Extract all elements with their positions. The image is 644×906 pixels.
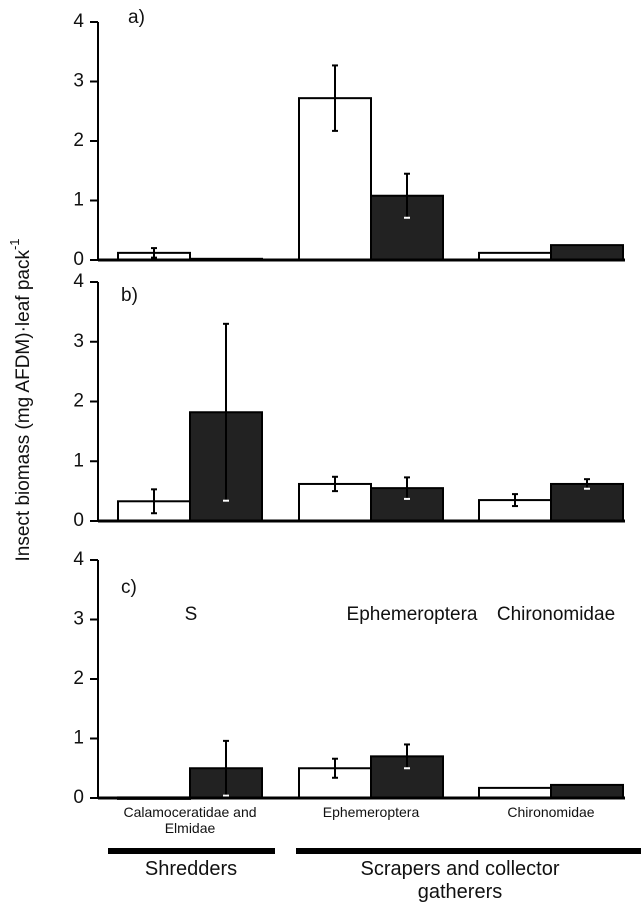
error-bar: [512, 493, 518, 508]
y-tick-label: 3: [73, 71, 84, 92]
y-axis-label-sup: -1: [7, 238, 22, 250]
bar: [550, 244, 624, 261]
x-tick-label: Chironomidae: [507, 804, 595, 820]
annotation: Ephemeroptera: [347, 604, 478, 625]
group-label: Scrapers and collector gatherers: [360, 858, 560, 903]
panel-label: c): [121, 577, 137, 598]
error-bar: [404, 172, 410, 219]
y-tick-label: 4: [73, 549, 84, 570]
error-bar: [223, 739, 229, 797]
y-tick-label: 4: [73, 11, 84, 32]
error-bar: [332, 64, 338, 132]
x-tick-label: Ephemeroptera: [322, 804, 420, 820]
error-bar: [332, 475, 338, 493]
y-tick-label: 2: [73, 130, 84, 151]
bar: [550, 783, 624, 799]
y-axis-label: Insect biomass (mg AFDM)·leaf pack-1: [7, 238, 34, 561]
y-tick-label: 0: [73, 510, 84, 531]
error-bar: [151, 488, 157, 515]
annotation: S: [185, 604, 198, 625]
error-bar: [332, 757, 338, 779]
panel-label: b): [121, 285, 138, 306]
panel-label: a): [128, 7, 145, 28]
y-tick-label: 0: [73, 787, 84, 808]
y-tick-label: 2: [73, 668, 84, 689]
group-line: [108, 848, 275, 854]
y-tick-label: 2: [73, 391, 84, 412]
error-bar: [223, 322, 229, 502]
y-tick-label: 3: [73, 609, 84, 630]
error-bar: [151, 247, 157, 259]
y-tick-label: 1: [73, 190, 84, 211]
y-tick-label: 1: [73, 450, 84, 471]
y-tick-label: 1: [73, 728, 84, 749]
x-tick-label: Calamoceratidae and Elmidae: [123, 804, 257, 837]
bar: [478, 786, 552, 800]
group-line: [296, 848, 641, 854]
y-axis-label-text: Insect biomass (mg AFDM)·leaf pack: [13, 250, 34, 562]
y-tick-label: 4: [73, 271, 84, 292]
y-tick-label: 3: [73, 331, 84, 352]
y-tick-label: 0: [73, 249, 84, 270]
error-bar: [404, 743, 410, 770]
error-bar: [584, 478, 590, 490]
bar: [550, 482, 624, 522]
bar: [370, 194, 444, 262]
group-label: Shredders: [144, 858, 238, 880]
annotation: Chironomidae: [497, 604, 615, 625]
error-bar: [404, 476, 410, 500]
